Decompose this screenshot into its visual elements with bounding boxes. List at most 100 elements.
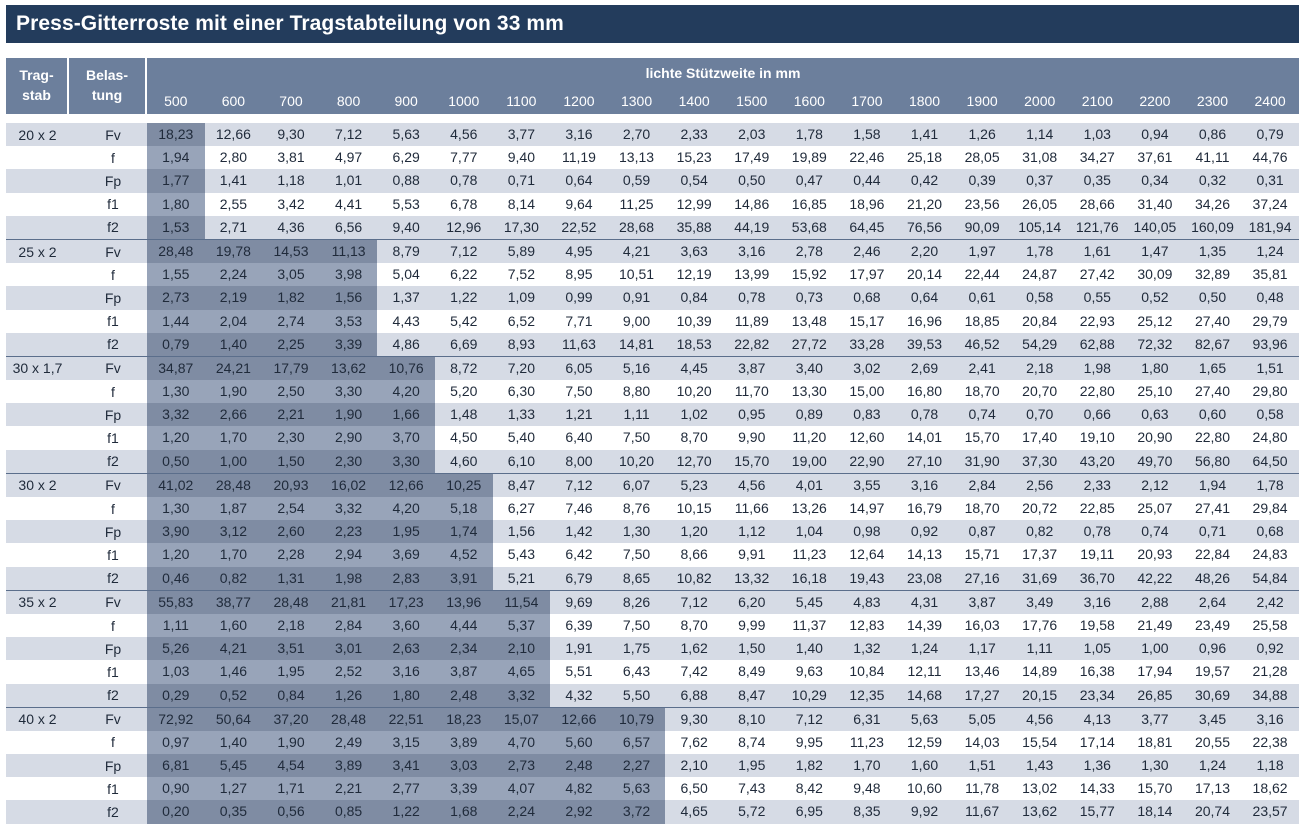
value-cell: 0,52 bbox=[204, 683, 263, 707]
value-cell: 6,69 bbox=[450, 335, 478, 352]
value-cell: 1,95 bbox=[738, 757, 766, 774]
tragstab-cell: 30 x 1,7 bbox=[12, 360, 63, 377]
value-cell: 1,97 bbox=[968, 242, 996, 259]
value-cell: 8,70 bbox=[680, 616, 708, 633]
value-cell: 18,14 bbox=[1137, 803, 1173, 820]
table-row: f1 1,03 1,46 1,95 2,52 3,16 3,87 4,65 5,51 6,43 7,… bbox=[6, 660, 1299, 684]
belastung-cell: Fv bbox=[105, 360, 121, 377]
page-title: Press-Gitterroste mit einer Tragstabteil… bbox=[6, 5, 1299, 43]
value-cell: 1,95 bbox=[377, 520, 435, 544]
value-cell: 1,80 bbox=[147, 192, 205, 216]
value-cells: 0,79 1,40 2,25 3,39 4,86 6,69 8,93 11,63 14,81 18… bbox=[147, 332, 1299, 356]
value-cell: 20,72 bbox=[1022, 500, 1058, 516]
header-span-cell: 1200 bbox=[563, 93, 595, 109]
value-cell: 0,84 bbox=[680, 289, 708, 306]
value-cell: 0,29 bbox=[147, 683, 205, 707]
value-cell: 6,43 bbox=[622, 663, 651, 680]
value-cell: 20,90 bbox=[1137, 429, 1173, 446]
value-cells: 5,26 4,21 3,51 3,01 2,63 2,34 2,10 1,91 1,75 1,62… bbox=[147, 637, 1299, 661]
value-cell: 0,97 bbox=[147, 730, 205, 755]
value-cells: 1,77 1,41 1,18 1,01 0,88 0,78 0,71 0,64 0,59 0,54… bbox=[147, 169, 1299, 193]
value-cell: 11,54 bbox=[492, 590, 551, 614]
header-span-cell: 2300 bbox=[1196, 93, 1229, 109]
value-cell: 1,56 bbox=[319, 286, 378, 310]
value-cell: 1,65 bbox=[1198, 359, 1227, 376]
table-row: Fp 6,81 5,45 4,54 3,89 3,41 3,03 2,73 2,48 2,27 2,… bbox=[6, 754, 1299, 778]
table-row: f2 0,20 0,35 0,56 0,85 1,22 1,68 2,24 2,92 3,72 4,… bbox=[6, 800, 1299, 824]
value-cell: 10,51 bbox=[619, 266, 655, 283]
value-cell: 10,79 bbox=[607, 707, 666, 731]
value-cell: 6,31 bbox=[853, 710, 881, 727]
value-cell: 1,44 bbox=[147, 309, 205, 333]
value-cell: 37,20 bbox=[262, 707, 320, 731]
value-cell: 7,46 bbox=[565, 500, 593, 516]
value-cell: 2,94 bbox=[319, 543, 378, 567]
value-cell: 22,44 bbox=[964, 266, 1000, 283]
value-cell: 31,40 bbox=[1137, 195, 1173, 212]
value-cell: 1,04 bbox=[795, 523, 823, 540]
value-cell: 8,42 bbox=[795, 780, 823, 797]
value-cell: 16,03 bbox=[964, 616, 1000, 633]
value-cell: 1,94 bbox=[1198, 476, 1227, 493]
value-cell: 1,62 bbox=[680, 640, 708, 657]
belastung-cell: Fv bbox=[105, 126, 121, 143]
value-cell: 1,90 bbox=[204, 380, 263, 404]
value-cell: 14,03 bbox=[964, 733, 1000, 750]
value-cell: 4,43 bbox=[392, 312, 420, 329]
value-cell: 3,30 bbox=[319, 380, 378, 404]
value-cell: 2,80 bbox=[219, 149, 248, 166]
value-cell: 1,37 bbox=[392, 289, 420, 306]
value-cell: 3,60 bbox=[377, 613, 435, 638]
header-span-cell: 800 bbox=[336, 93, 361, 109]
value-cell: 1,22 bbox=[377, 800, 435, 824]
value-cell: 1,11 bbox=[147, 613, 205, 638]
value-cell: 3,16 bbox=[1256, 710, 1284, 727]
value-cell: 3,02 bbox=[853, 359, 881, 376]
value-cell: 1,82 bbox=[262, 286, 320, 310]
value-cell: 1,20 bbox=[147, 543, 205, 567]
value-cell: 0,78 bbox=[1083, 523, 1111, 540]
value-cell: 4,41 bbox=[334, 195, 363, 212]
value-cell: 11,37 bbox=[792, 616, 827, 633]
value-cell: 6,05 bbox=[565, 359, 593, 376]
value-cell: 1,18 bbox=[1256, 757, 1284, 774]
value-cell: 0,78 bbox=[450, 172, 478, 189]
header-span-cell: 1000 bbox=[448, 93, 480, 109]
value-cell: 28,66 bbox=[1079, 195, 1115, 212]
value-cell: 1,11 bbox=[623, 406, 650, 423]
value-cell: 19,00 bbox=[791, 452, 827, 469]
header-span-cell: 2000 bbox=[1024, 93, 1056, 109]
header-spans: lichte Stützweite in mm 500 600 700 800 900 1… bbox=[147, 58, 1299, 114]
table-row: f 1,94 2,80 3,81 4,97 6,29 7,77 9,40 11,19 13,13 1… bbox=[6, 146, 1299, 170]
belastung-cell: f2 bbox=[107, 336, 119, 353]
value-cell: 2,55 bbox=[219, 195, 248, 212]
value-cell: 4,52 bbox=[434, 543, 493, 567]
value-cell: 14,68 bbox=[906, 686, 943, 703]
value-cell: 6,78 bbox=[450, 195, 478, 212]
value-cell: 0,73 bbox=[795, 289, 823, 306]
tragstab-cell: 20 x 2 bbox=[18, 126, 57, 143]
value-cell: 4,54 bbox=[262, 754, 320, 778]
belastung-cell: Fp bbox=[104, 172, 122, 189]
table-row: f1 1,20 1,70 2,30 2,90 3,70 4,50 5,40 6,40 7,50 8,… bbox=[6, 426, 1299, 450]
value-cell: 20,74 bbox=[1194, 803, 1230, 820]
value-cell: 0,70 bbox=[1026, 406, 1054, 423]
value-cell: 3,32 bbox=[147, 403, 205, 427]
value-cell: 1,70 bbox=[853, 757, 881, 774]
value-cell: 1,42 bbox=[565, 523, 593, 540]
value-cell: 22,90 bbox=[849, 452, 885, 469]
value-cell: 1,00 bbox=[204, 449, 263, 473]
belastung-cell: Fp bbox=[104, 757, 122, 774]
value-cell: 3,32 bbox=[492, 683, 551, 707]
value-cell: 35,88 bbox=[676, 218, 712, 235]
value-cell: 2,18 bbox=[262, 613, 320, 638]
value-cell: 8,72 bbox=[450, 359, 478, 376]
value-cell: 1,36 bbox=[1083, 757, 1111, 774]
value-cell: 2,03 bbox=[738, 126, 766, 142]
value-cell: 17,37 bbox=[1022, 546, 1058, 563]
value-cell: 23,08 bbox=[906, 569, 943, 586]
value-cell: 1,70 bbox=[204, 426, 263, 450]
value-cell: 1,78 bbox=[1026, 242, 1054, 259]
value-cell: 0,47 bbox=[795, 172, 823, 189]
value-cell: 0,68 bbox=[853, 289, 881, 306]
